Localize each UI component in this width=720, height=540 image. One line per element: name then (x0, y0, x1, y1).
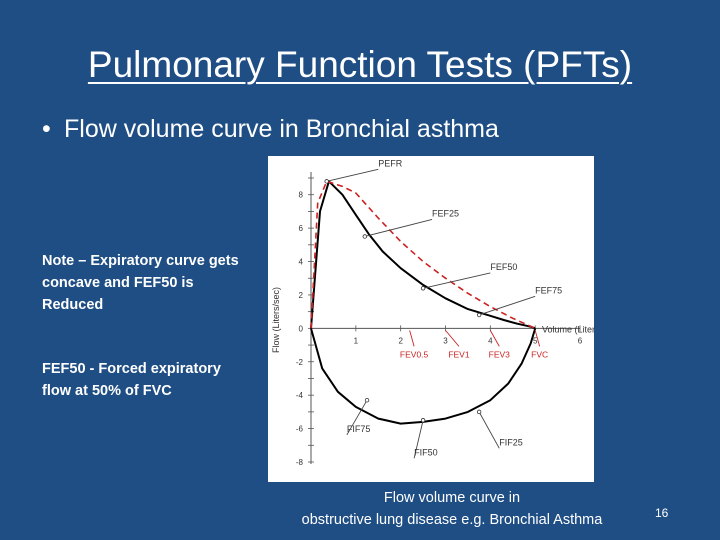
bullet-text: Flow volume curve in Bronchial asthma (64, 115, 499, 143)
flow-volume-chart-svg: 8 6 4 2 0 -2 -4 -6 -8 1 2 3 4 5 6 Volume (Liters) Flow (… (271, 158, 594, 467)
page-number: 16 (655, 506, 669, 520)
annotation-leader-line (364, 218, 433, 237)
annotation-label-pefr: PEFR (378, 158, 403, 168)
bullet-point: • Flow volume curve in Bronchial asthma (42, 115, 499, 144)
note-fef50-definition: FEF50 - Forced expiratory flow at 50% of… (42, 361, 221, 399)
annotation-point (476, 312, 482, 318)
annotation-point (420, 286, 426, 291)
y-axis-label: Flow (Liters/sec) (271, 287, 281, 353)
annotation-label-fef75: FEF75 (535, 285, 562, 295)
y-tick-label: 2 (299, 291, 304, 300)
annotation-point (362, 234, 367, 239)
x-tick-label: 3 (443, 336, 448, 345)
bullet-dot-icon: • (42, 115, 51, 143)
y-tick-label: 6 (299, 224, 304, 233)
fev-marker-line (409, 330, 415, 347)
normal-curve-series (310, 180, 536, 330)
fev-label-fev3: FEV3 (489, 349, 511, 359)
annotation-point (324, 179, 329, 184)
y-tick-label: -6 (296, 425, 304, 434)
note-concave-curve: Note – Expiratory curve gets concave and… (42, 253, 239, 313)
annotation-leader-line (422, 272, 491, 289)
obstructive-expiratory-series (310, 180, 536, 330)
x-axis-label: Volume (Liters) (542, 324, 594, 334)
x-tick-label: 6 (578, 336, 583, 345)
fev-marker-line (489, 330, 500, 347)
annotation-leader-line (413, 420, 424, 459)
annotation-label-fif25: FIF25 (499, 437, 523, 447)
annotation-point (476, 409, 482, 415)
y-tick-label: -4 (296, 391, 304, 400)
x-tick-label: 5 (533, 336, 538, 345)
annotation-leader-line (326, 168, 379, 182)
y-tick-label: 4 (299, 258, 304, 267)
annotation-label-fif50: FIF50 (414, 447, 438, 457)
annotation-leader-line (478, 411, 500, 449)
annotation-label-fef50: FEF50 (490, 262, 517, 272)
annotation-label-fif75: FIF75 (347, 424, 371, 434)
flow-volume-chart: 8 6 4 2 0 -2 -4 -6 -8 1 2 3 4 5 6 Volume (Liters) Flow (… (268, 156, 594, 482)
annotation-label-fef25: FEF25 (432, 208, 459, 218)
caption-line-2: obstructive lung disease e.g. Bronchial … (301, 512, 603, 528)
annotation-point (364, 397, 370, 403)
chart-caption: Flow volume curve in obstructive lung di… (270, 487, 634, 531)
y-tick-label: 8 (299, 191, 304, 200)
annotation-leader-line (478, 295, 536, 316)
fev-label-fev05: FEV0.5 (400, 349, 429, 359)
fev-marker-line (445, 330, 460, 347)
x-tick-label: 1 (354, 336, 359, 345)
annotation-point (420, 418, 426, 423)
inspiratory-series (310, 328, 537, 425)
fev-label-fev1: FEV1 (448, 349, 470, 359)
annotation-leader-line (346, 399, 368, 436)
slide-title: Pulmonary Function Tests (PFTs) (87, 44, 633, 85)
caption-line-1: Flow volume curve in (383, 490, 521, 506)
x-tick-label: 2 (398, 336, 403, 345)
fev-label-fvc: FVC (531, 349, 548, 359)
y-tick-label: -2 (296, 358, 304, 367)
y-tick-label: 0 (299, 324, 304, 333)
y-tick-label: -8 (296, 458, 304, 467)
fev-marker-line (534, 330, 541, 347)
x-tick-label: 4 (488, 336, 493, 345)
